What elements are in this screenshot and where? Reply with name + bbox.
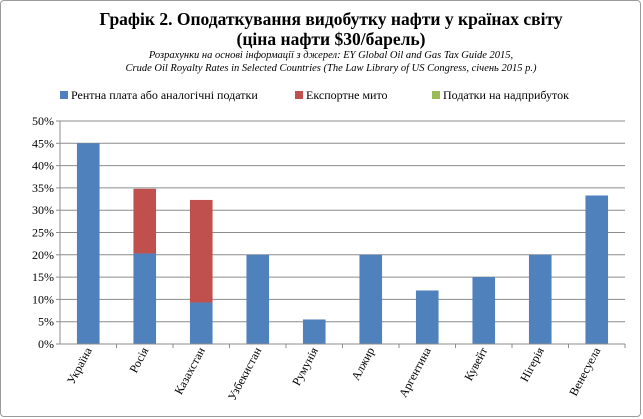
- y-tick-label-3: 15%: [32, 270, 54, 284]
- x-tick-label-9: Нігерія: [517, 344, 547, 384]
- legend-label-2: Експортне мито: [306, 88, 388, 102]
- bars: [76, 143, 609, 344]
- bar-10-series-1: [585, 195, 609, 344]
- y-tick-label-4: 20%: [32, 248, 54, 262]
- x-tick-label-6: Алжир: [348, 345, 377, 383]
- y-tick-label-2: 10%: [32, 292, 54, 306]
- y-tick-label-10: 50%: [32, 114, 54, 128]
- legend-swatch-2: [295, 91, 303, 99]
- legend-label-1: Рентна плата або аналогічні податки: [71, 88, 258, 102]
- bar-5-series-1: [302, 319, 326, 344]
- legend-label-3: Податки на надприбуток: [443, 88, 569, 102]
- chart-title: Графік 2. Оподаткування видобутку нафти …: [99, 9, 562, 29]
- legend-swatch-3: [432, 91, 440, 99]
- y-tick-label-8: 40%: [32, 159, 54, 173]
- bar-1-series-1: [76, 143, 100, 344]
- x-tick-label-10: Венесуела: [566, 344, 604, 398]
- y-tick-label-6: 30%: [32, 203, 54, 217]
- y-tick-label-1: 5%: [38, 315, 54, 329]
- x-tick-label-8: Кувейт: [461, 344, 490, 383]
- bar-6-series-1: [359, 254, 383, 344]
- chart-title-line-2: (ціна нафти $30/барель): [237, 29, 426, 49]
- legend: Рентна плата або аналогічні податки Експо…: [60, 88, 569, 102]
- bar-8-series-1: [472, 277, 496, 344]
- bar-2-series-1: [133, 253, 157, 344]
- x-tick-label-3: Казахстан: [171, 344, 208, 396]
- y-tick-label-0: 0%: [38, 337, 54, 351]
- y-tick-label-7: 35%: [32, 181, 54, 195]
- x-tick-label-4: Узбекистан: [225, 344, 265, 402]
- bar-9-series-1: [528, 254, 552, 344]
- chart-source-line-1: Розрахунки на основі інформації з джерел…: [148, 50, 513, 61]
- bar-3-series-2: [189, 199, 213, 303]
- legend-swatch-1: [60, 91, 68, 99]
- x-tick-label-1: Україна: [64, 344, 95, 386]
- bar-3-series-1: [189, 302, 213, 344]
- x-tick-label-5: Румунія: [289, 344, 321, 388]
- y-tick-label-9: 45%: [32, 136, 54, 150]
- x-tick-label-2: Росія: [126, 344, 151, 375]
- bar-7-series-1: [415, 290, 439, 344]
- x-tick-label-7: Аргентина: [396, 344, 434, 399]
- chart-source-line-2: Crude Oil Royalty Rates in Selected Coun…: [126, 63, 537, 74]
- y-tick-label-5: 25%: [32, 226, 54, 240]
- bar-4-series-1: [246, 254, 270, 344]
- bar-2-series-2: [133, 188, 157, 254]
